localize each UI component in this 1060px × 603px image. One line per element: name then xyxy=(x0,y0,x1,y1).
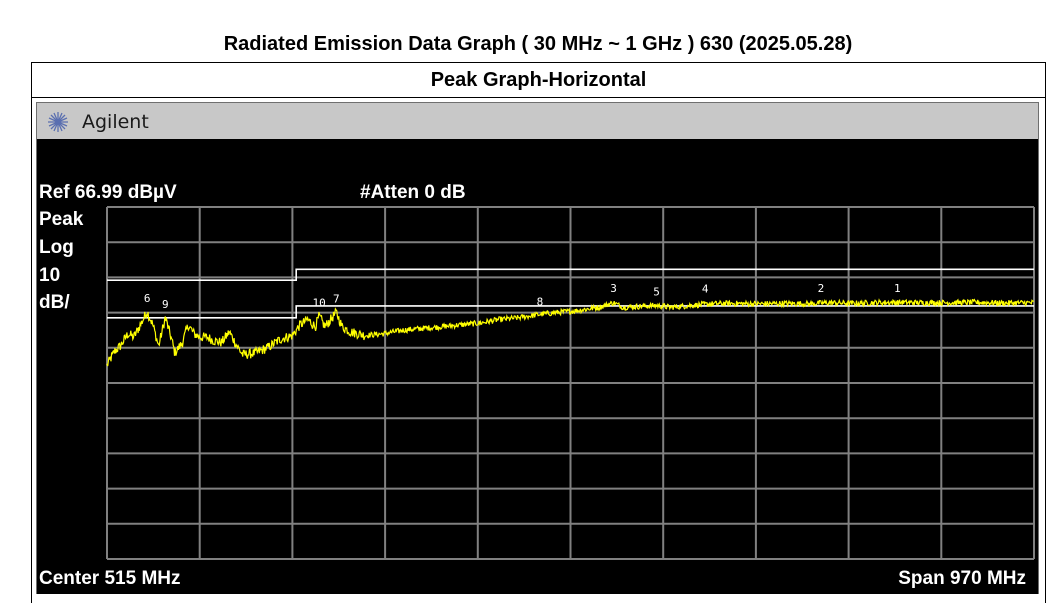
detector-mode-label: Peak xyxy=(39,209,84,230)
page-title: Radiated Emission Data Graph ( 30 MHz ~ … xyxy=(223,33,853,55)
ref-level-label: Ref 66.99 dBµV xyxy=(39,182,177,203)
attenuation-label: #Atten 0 dB xyxy=(360,182,466,203)
marker-label-4: 4 xyxy=(702,283,709,296)
spectrum-plot: 1 2 3 4 5 6 7 8 9 10 xyxy=(106,206,1035,560)
marker-label-6: 6 xyxy=(144,292,151,305)
marker-label-8: 8 xyxy=(537,295,544,308)
scale-unit-label: dB/ xyxy=(39,292,70,313)
marker-label-2: 2 xyxy=(818,282,825,295)
scale-type-label: Log xyxy=(39,237,74,258)
scale-value-label: 10 xyxy=(39,265,61,286)
marker-label-5: 5 xyxy=(653,285,660,298)
marker-label-10: 10 xyxy=(313,296,326,309)
marker-label-1: 1 xyxy=(894,282,901,295)
center-frequency-label: Center 515 MHz xyxy=(39,568,181,589)
marker-label-7: 7 xyxy=(333,293,340,306)
graph-subtitle: Peak Graph-Horizontal xyxy=(32,63,1045,98)
brand-bar: Agilent xyxy=(37,103,1038,139)
graph-frame: Peak Graph-Horizontal xyxy=(31,62,1046,603)
brand-name: Agilent xyxy=(82,111,149,133)
analyzer-screen: Agilent Ref 66.99 dBµV #Atten 0 dB Peak … xyxy=(36,102,1039,594)
span-label: Span 970 MHz xyxy=(898,568,1026,589)
marker-label-9: 9 xyxy=(162,298,169,311)
marker-label-3: 3 xyxy=(610,282,617,295)
agilent-spark-icon xyxy=(48,112,68,132)
trace-series-1 xyxy=(106,298,1034,367)
limit-line-1 xyxy=(107,268,1034,281)
